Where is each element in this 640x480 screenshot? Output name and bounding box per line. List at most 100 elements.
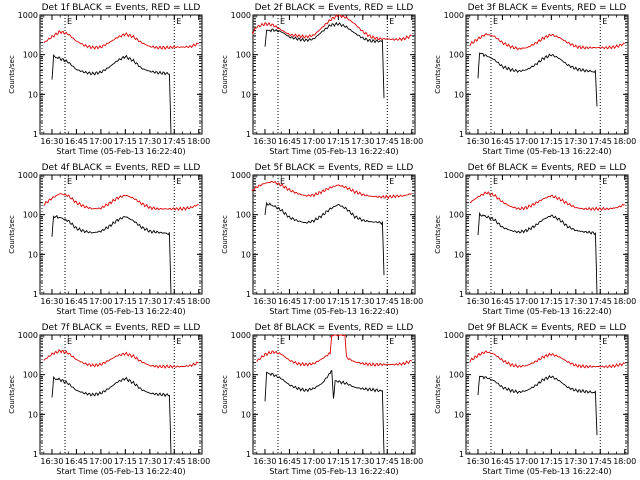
marker-label: E [493, 17, 498, 26]
y-tick-label: 1 [33, 450, 38, 459]
panel-title: Det 4f BLACK = Events, RED = LLD [42, 163, 201, 173]
marker-label: E [389, 337, 394, 346]
y-tick-label: 100 [449, 211, 464, 220]
x-axis-label: Start Time (05-Feb-13 16:22:40) [482, 147, 611, 156]
plot-frame [465, 14, 629, 135]
x-tick-label: 17:00 [515, 137, 538, 146]
y-axis-label: Counts/sec [221, 215, 229, 254]
x-axis-label: Start Time (05-Feb-13 16:22:40) [482, 467, 611, 476]
x-tick-label: 17:45 [376, 297, 399, 306]
y-tick-label: 1 [459, 450, 464, 459]
marker-label: E [176, 17, 181, 26]
plot-frame [39, 14, 203, 135]
x-axis-label: Start Time (05-Feb-13 16:22:40) [269, 467, 398, 476]
x-tick-label: 18:00 [613, 297, 636, 306]
y-axis-label: Counts/sec [434, 215, 442, 254]
x-tick-label: 16:45 [278, 457, 301, 466]
marker-label: E [602, 177, 607, 186]
y-tick-label: 1000 [18, 11, 38, 20]
x-tick-label: 16:30 [466, 297, 489, 306]
x-axis-label: Start Time (05-Feb-13 16:22:40) [269, 307, 398, 316]
y-tick-label: 100 [236, 51, 251, 60]
y-tick-label: 1 [246, 450, 251, 459]
series-lld [256, 334, 412, 368]
marker-label: E [67, 17, 72, 26]
y-axis-label: Counts/sec [221, 55, 229, 94]
x-axis-label: Start Time (05-Feb-13 16:22:40) [482, 307, 611, 316]
x-tick-label: 18:00 [187, 457, 210, 466]
y-tick-label: 10 [454, 410, 464, 419]
x-tick-label: 16:45 [65, 137, 88, 146]
x-tick-label: 17:30 [138, 457, 161, 466]
x-tick-label: 17:30 [351, 137, 374, 146]
y-tick-label: 10 [241, 250, 251, 259]
x-tick-label: 17:00 [89, 137, 112, 146]
chart-panel-det-9: Det 9f BLACK = Events, RED = LLD 1 10 100 10… [434, 323, 636, 476]
series-lld [251, 14, 412, 42]
chart-panel-det-1: Det 1f BLACK = Events, RED = LLD 1 10 100 10… [8, 3, 210, 156]
x-tick-label: 18:00 [400, 457, 423, 466]
chart-panel-det-3: Det 3f BLACK = Events, RED = LLD 1 10 100 10… [434, 3, 636, 156]
series-events [264, 201, 385, 276]
x-tick-label: 18:00 [187, 137, 210, 146]
y-tick-label: 1 [246, 130, 251, 139]
x-tick-label: 17:15 [114, 297, 137, 306]
y-tick-label: 100 [449, 51, 464, 60]
x-tick-label: 16:30 [253, 137, 276, 146]
chart-panel-det-6: Det 6f BLACK = Events, RED = LLD 1 10 100 10… [434, 163, 636, 316]
x-tick-label: 18:00 [400, 137, 423, 146]
x-tick-label: 17:15 [327, 137, 350, 146]
y-tick-label: 1000 [18, 331, 38, 340]
y-tick-label: 1000 [231, 11, 251, 20]
x-tick-label: 16:45 [278, 297, 301, 306]
y-axis-label: Counts/sec [434, 55, 442, 94]
series-lld [43, 30, 199, 51]
x-tick-label: 17:30 [564, 297, 587, 306]
series-lld [469, 350, 625, 369]
series-lld [469, 191, 625, 212]
x-tick-label: 17:45 [163, 297, 186, 306]
x-tick-label: 17:15 [114, 457, 137, 466]
x-tick-label: 16:45 [491, 297, 514, 306]
y-axis-label: Counts/sec [221, 375, 229, 414]
marker-label: E [493, 177, 498, 186]
plot-frame [39, 334, 203, 455]
series-events [51, 54, 172, 135]
panel-title: Det 6f BLACK = Events, RED = LLD [468, 163, 627, 173]
x-tick-label: 17:30 [351, 297, 374, 306]
y-tick-label: 1000 [444, 171, 464, 180]
y-tick-label: 10 [454, 90, 464, 99]
x-tick-label: 17:30 [564, 137, 587, 146]
y-tick-label: 100 [23, 51, 38, 60]
x-tick-label: 16:30 [466, 137, 489, 146]
x-tick-label: 17:45 [589, 457, 612, 466]
y-tick-label: 100 [23, 211, 38, 220]
panel-title: Det 7f BLACK = Events, RED = LLD [42, 323, 201, 333]
marker-label: E [176, 177, 181, 186]
x-tick-label: 17:30 [351, 457, 374, 466]
plot-frame [465, 334, 629, 455]
x-tick-label: 16:30 [40, 297, 63, 306]
x-axis-label: Start Time (05-Feb-13 16:22:40) [56, 147, 185, 156]
x-tick-label: 16:45 [65, 457, 88, 466]
y-tick-label: 1000 [444, 11, 464, 20]
x-tick-label: 16:45 [65, 297, 88, 306]
y-tick-label: 1000 [444, 331, 464, 340]
x-tick-label: 17:30 [138, 297, 161, 306]
y-tick-label: 1000 [231, 331, 251, 340]
x-tick-label: 17:00 [89, 457, 112, 466]
x-tick-label: 17:45 [376, 137, 399, 146]
chart-panel-det-2: Det 2f BLACK = Events, RED = LLD 1 10 100 10… [221, 3, 423, 156]
y-tick-label: 1 [459, 290, 464, 299]
x-tick-label: 18:00 [400, 297, 423, 306]
marker-label: E [602, 337, 607, 346]
marker-label: E [602, 17, 607, 26]
y-tick-label: 10 [241, 90, 251, 99]
y-tick-label: 1 [459, 130, 464, 139]
x-tick-label: 17:15 [540, 297, 563, 306]
plot-frame [252, 14, 416, 135]
series-lld [251, 180, 412, 200]
x-tick-label: 17:00 [89, 297, 112, 306]
x-tick-label: 17:15 [327, 457, 350, 466]
